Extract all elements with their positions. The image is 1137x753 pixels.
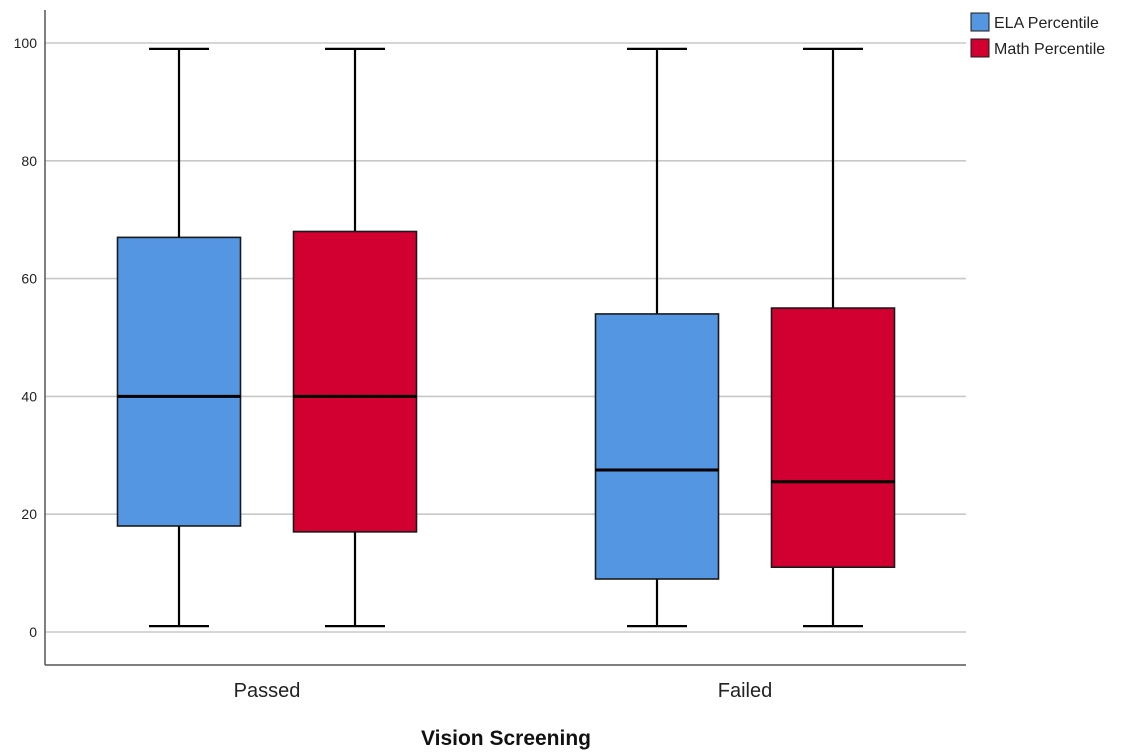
y-tick-label: 60 <box>21 271 37 287</box>
box-failed-math-percentile <box>770 47 896 628</box>
x-axis-title: Vision Screening <box>421 727 591 750</box>
iqr-box <box>770 307 896 569</box>
legend-swatch <box>970 38 990 58</box>
legend-swatch <box>970 12 990 32</box>
legend: ELA Percentile Math Percentile <box>970 12 1105 58</box>
y-tick-label: 0 <box>29 624 37 640</box>
box-plots <box>116 47 896 628</box>
y-tick-label: 20 <box>21 506 37 522</box>
y-tick-label: 80 <box>21 153 37 169</box>
axes <box>44 10 966 666</box>
iqr-box <box>116 236 242 527</box>
legend-label: ELA Percentile <box>994 15 1099 32</box>
y-tick-label: 40 <box>21 388 37 404</box>
box-failed-ela-percentile <box>594 47 720 628</box>
x-category-label: Passed <box>234 680 301 702</box>
iqr-box <box>292 230 418 533</box>
box-passed-math-percentile <box>292 47 418 628</box>
x-category-labels: Passed Failed <box>234 680 773 702</box>
box-passed-ela-percentile <box>116 47 242 628</box>
legend-label: Math Percentile <box>994 41 1105 58</box>
iqr-box <box>594 313 720 580</box>
x-category-label: Failed <box>718 680 772 702</box>
y-tick-labels: 0 20 40 60 80 100 <box>14 35 38 640</box>
y-tick-label: 100 <box>14 35 38 51</box>
